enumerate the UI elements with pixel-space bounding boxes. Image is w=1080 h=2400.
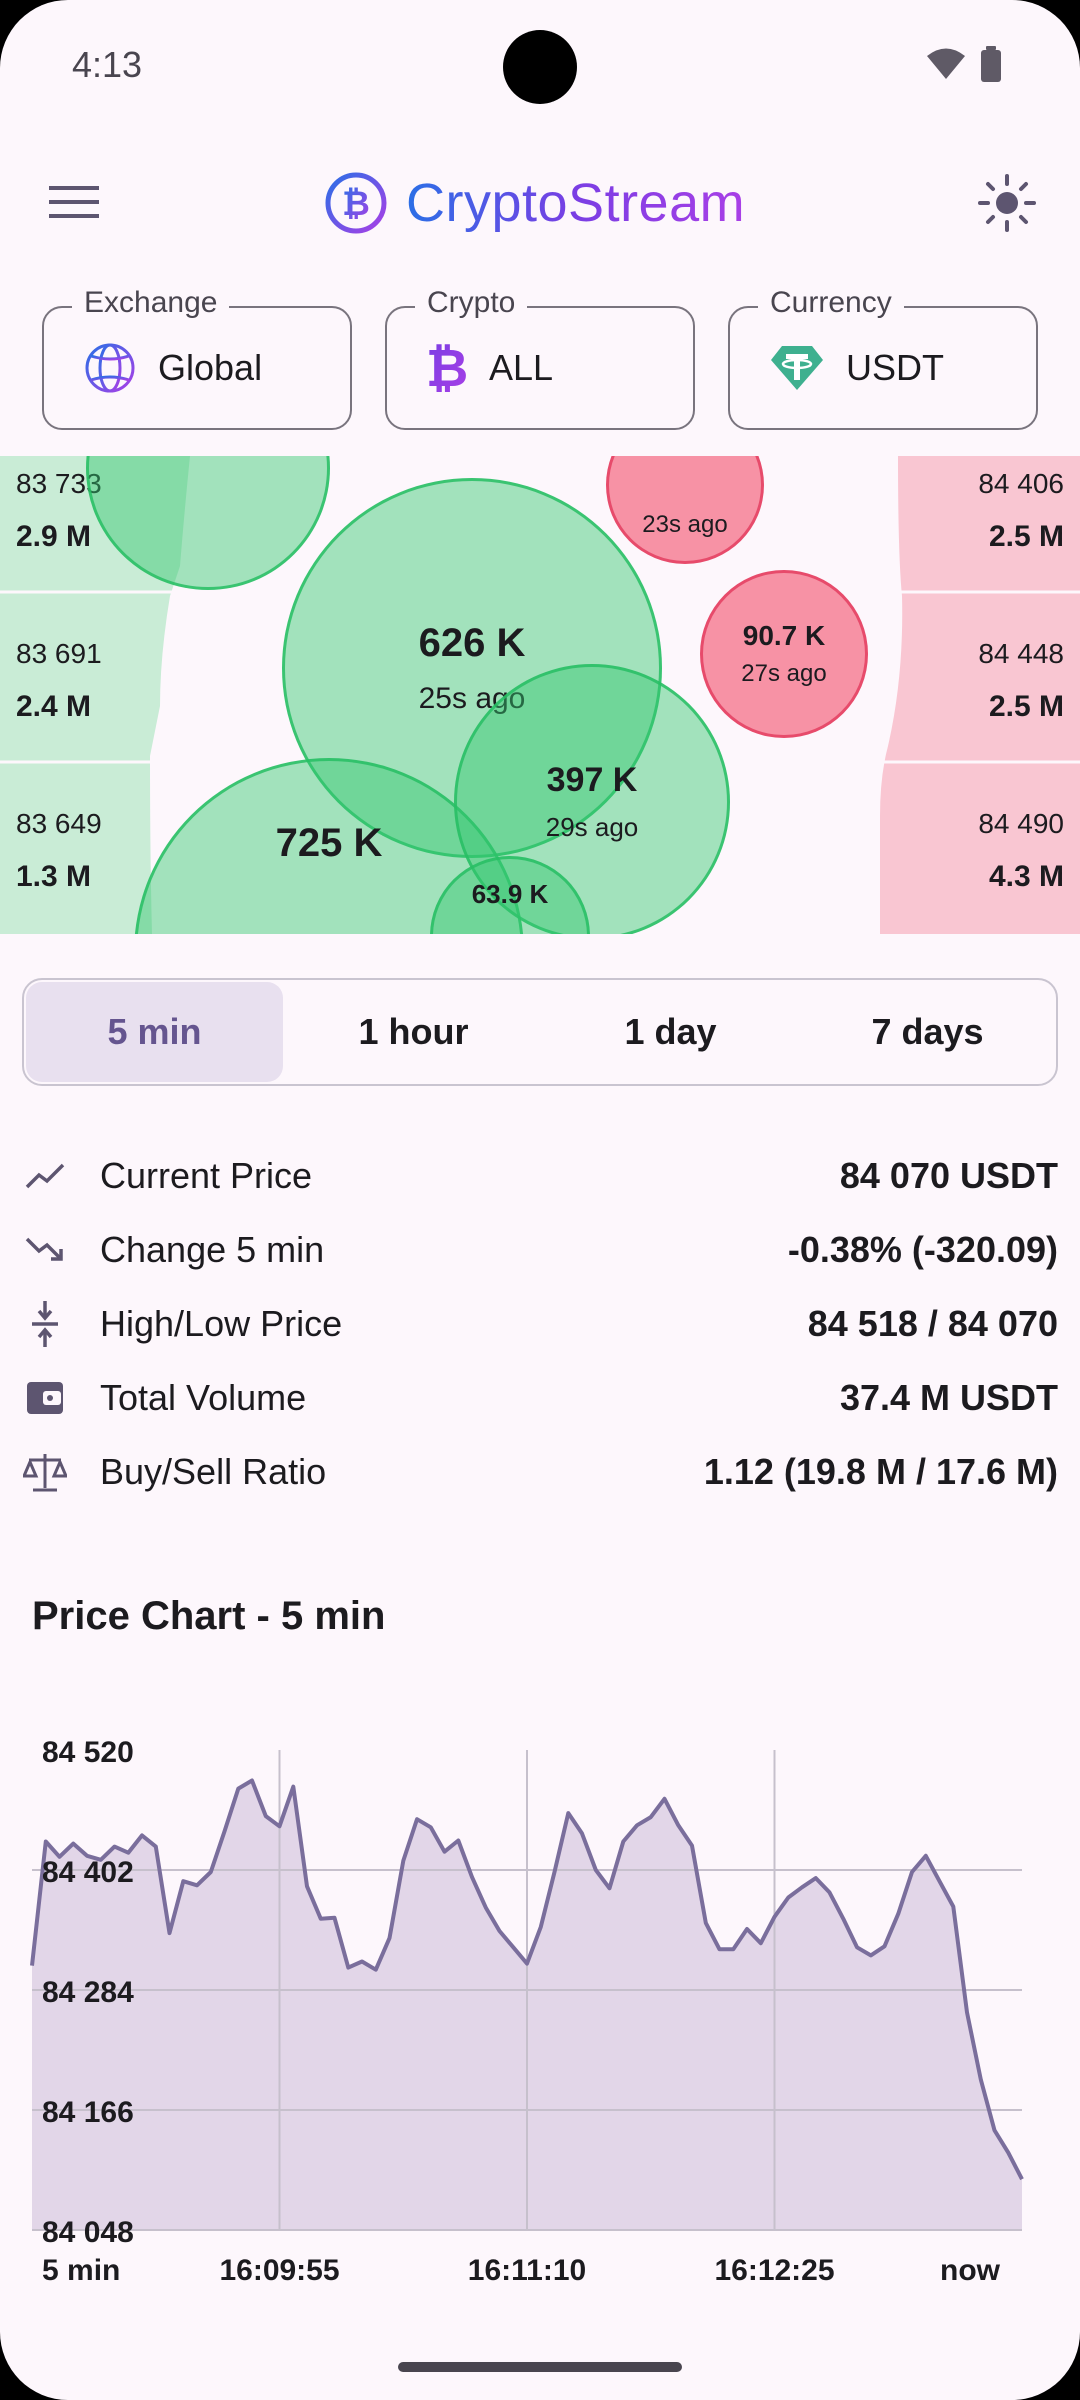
ask-volume: 4.3 M bbox=[988, 860, 1064, 893]
bid-price: 83 649 bbox=[16, 808, 102, 839]
chart-x-tick-label: 16:12:25 bbox=[714, 2254, 834, 2287]
bubble-amount: 725 K bbox=[275, 820, 383, 865]
chart-x-tick-label: 16:09:55 bbox=[219, 2254, 339, 2287]
stat-label: High/Low Price bbox=[100, 1303, 343, 1344]
trending-down-icon bbox=[22, 1227, 68, 1273]
chart-x-tick-label: 5 min bbox=[42, 2254, 120, 2287]
chart-y-tick-label: 84 166 bbox=[42, 2096, 134, 2129]
exchange-selector[interactable]: Exchange Global bbox=[42, 286, 352, 430]
stat-value: 1.12 (19.8 M / 17.6 M) bbox=[703, 1451, 1058, 1492]
app-title: CryptoStream bbox=[406, 173, 746, 233]
timeframe-1hour[interactable]: 1 hour bbox=[358, 1011, 469, 1052]
battery-icon bbox=[981, 46, 1001, 82]
sun-icon bbox=[978, 174, 1036, 232]
crypto-value: ALL bbox=[489, 347, 554, 388]
stat-label: Buy/Sell Ratio bbox=[100, 1451, 327, 1492]
scale-icon bbox=[22, 1449, 68, 1495]
bubble-amount: 626 K bbox=[418, 620, 526, 665]
trade-bubbles-area: 83 733 2.9 M 83 691 2.4 M 83 649 1.3 M 8… bbox=[0, 456, 1080, 934]
globe-icon bbox=[85, 343, 135, 393]
ask-price: 84 490 bbox=[978, 808, 1064, 839]
crypto-legend: Crypto bbox=[415, 286, 528, 320]
camera-cutout bbox=[503, 30, 577, 104]
theme-toggle-button[interactable] bbox=[974, 170, 1040, 236]
ask-price: 84 448 bbox=[978, 638, 1064, 669]
currency-selector[interactable]: Currency USDT bbox=[728, 286, 1038, 430]
ask-row: 84 406 2.5 M bbox=[880, 456, 1080, 626]
currency-value: USDT bbox=[846, 347, 944, 388]
timeframe-1day[interactable]: 1 day bbox=[624, 1011, 717, 1052]
stat-total-volume: Total Volume 37.4 M USDT bbox=[22, 1368, 1058, 1428]
bitcoin-icon: ₿ bbox=[427, 340, 467, 396]
ask-volume: 2.5 M bbox=[988, 690, 1064, 723]
chart-price-line bbox=[30, 1778, 1024, 2181]
exchange-value: Global bbox=[158, 347, 263, 388]
chart-title: Price Chart - 5 min bbox=[32, 1594, 386, 1638]
svg-text:₿: ₿ bbox=[427, 340, 467, 396]
sell-bubble[interactable]: 23s ago bbox=[606, 456, 764, 564]
stat-change: Change 5 min -0.38% (-320.09) bbox=[22, 1220, 1058, 1280]
bubble-amount: 397 K bbox=[546, 761, 638, 799]
price-chart: 84 520 84 402 84 284 84 166 84 048 5 min 16:09… bbox=[30, 1736, 1024, 2287]
ask-volume: 2.5 M bbox=[988, 520, 1064, 553]
hamburger-menu-icon bbox=[49, 186, 99, 218]
bid-row: 83 691 2.4 M bbox=[0, 626, 200, 796]
stat-value: 84 518 / 84 070 bbox=[807, 1303, 1058, 1344]
stat-label: Change 5 min bbox=[100, 1229, 325, 1270]
crypto-selector[interactable]: Crypto ₿ ALL bbox=[385, 286, 695, 430]
ask-row: 84 490 4.3 M bbox=[880, 796, 1080, 934]
chart-y-tick-label: 84 284 bbox=[42, 1976, 134, 2009]
timeframe-5min[interactable]: 5 min bbox=[26, 982, 283, 1082]
stat-buy-sell-ratio: Buy/Sell Ratio 1.12 (19.8 M / 17.6 M) bbox=[22, 1442, 1058, 1502]
bid-price: 83 691 bbox=[16, 638, 102, 669]
timeframe-7days[interactable]: 7 days bbox=[871, 1011, 984, 1052]
currency-legend: Currency bbox=[758, 286, 904, 320]
stat-label: Current Price bbox=[100, 1155, 313, 1196]
sell-bubble[interactable]: 90.7 K 27s ago bbox=[700, 570, 868, 738]
ask-price: 84 406 bbox=[978, 468, 1064, 499]
stat-value: 84 070 USDT bbox=[839, 1155, 1058, 1196]
status-time: 4:13 bbox=[72, 44, 143, 85]
bubble-amount: 63.9 K bbox=[471, 878, 549, 909]
bubble-ago: 23s ago bbox=[642, 511, 728, 538]
bid-volume: 1.3 M bbox=[16, 860, 92, 893]
bid-volume: 2.9 M bbox=[16, 520, 92, 553]
bitcoin-logo-icon: ₿ bbox=[325, 172, 387, 234]
stat-label: Total Volume bbox=[100, 1377, 307, 1418]
trending-up-icon bbox=[22, 1153, 68, 1199]
high-low-icon bbox=[22, 1301, 68, 1347]
bubble-ago: 29s ago bbox=[545, 812, 639, 842]
bid-volume: 2.4 M bbox=[16, 690, 92, 723]
wifi-icon bbox=[927, 48, 965, 79]
bubble-amount: 90.7 K bbox=[742, 620, 826, 651]
chart-y-tick-label: 84 402 bbox=[42, 1856, 134, 1889]
timeframe-selector: 5 min 1 hour 1 day 7 days bbox=[22, 978, 1058, 1086]
stat-value: -0.38% (-320.09) bbox=[787, 1229, 1058, 1270]
stat-current-price: Current Price 84 070 USDT bbox=[22, 1146, 1058, 1206]
ask-depth-shape bbox=[880, 456, 1080, 934]
chart-x-tick-label: 16:11:10 bbox=[468, 2254, 586, 2287]
stat-value: 37.4 M USDT bbox=[839, 1377, 1058, 1418]
bid-depth-shape bbox=[0, 456, 200, 934]
app-brand: ₿ CryptoStream bbox=[324, 168, 745, 238]
stat-high-low: High/Low Price 84 518 / 84 070 bbox=[22, 1294, 1058, 1354]
tether-icon bbox=[771, 346, 823, 390]
bubble-ago: 27s ago bbox=[741, 660, 827, 687]
status-icons bbox=[926, 46, 1002, 82]
menu-button[interactable] bbox=[44, 172, 104, 232]
bid-row: 83 649 1.3 M bbox=[0, 796, 200, 934]
exchange-legend: Exchange bbox=[72, 286, 230, 320]
svg-text:₿: ₿ bbox=[342, 184, 370, 224]
chart-y-tick-label: 84 520 bbox=[42, 1736, 134, 1769]
ask-row: 84 448 2.5 M bbox=[880, 626, 1080, 796]
chart-x-tick-label: now bbox=[940, 2254, 1001, 2287]
wallet-icon bbox=[22, 1375, 68, 1421]
chart-y-tick-label: 84 048 bbox=[42, 2216, 134, 2249]
gesture-nav-handle[interactable] bbox=[398, 2362, 682, 2372]
